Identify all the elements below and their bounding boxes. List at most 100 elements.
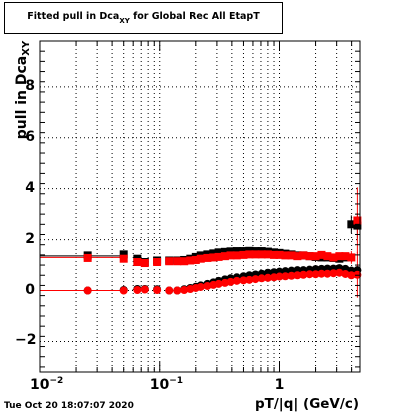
data-point-square xyxy=(232,247,241,256)
x-tick-label: 10−1 xyxy=(149,376,184,393)
data-point-square xyxy=(329,253,338,262)
guide-lines xyxy=(40,255,124,292)
data-point-square xyxy=(251,250,260,259)
data-point-square xyxy=(323,252,332,261)
data-point-square xyxy=(209,249,218,258)
data-point-circle xyxy=(245,275,254,284)
data-point-square xyxy=(293,252,302,261)
data-point-circle xyxy=(165,286,174,295)
data-point-circle xyxy=(153,286,162,295)
data-point-circle xyxy=(232,276,241,285)
chart-title-box: Fitted pull in DcaXY for Global Rec All … xyxy=(4,2,283,34)
data-point-square xyxy=(153,258,162,267)
data-point-circle xyxy=(257,274,266,283)
data-point-square xyxy=(196,254,205,263)
data-point-square xyxy=(214,248,223,257)
data-point-square xyxy=(335,252,344,261)
data-point-square xyxy=(287,251,296,260)
data-point-circle xyxy=(317,269,326,278)
data-point-circle xyxy=(251,275,260,284)
axis-ticks xyxy=(39,41,360,372)
data-point-square xyxy=(341,252,350,261)
data-point-circle xyxy=(299,270,308,279)
data-point-circle xyxy=(329,269,338,278)
chart-title-prefix: Fitted pull in Dca xyxy=(27,11,120,22)
data-markers xyxy=(83,216,362,295)
data-point-circle xyxy=(341,269,350,278)
data-point-circle xyxy=(203,281,212,290)
data-point-square xyxy=(263,250,272,259)
data-point-square xyxy=(83,253,92,262)
data-point-circle xyxy=(287,271,296,280)
chart-title-subscript: XY xyxy=(119,17,130,25)
data-point-circle xyxy=(263,273,272,282)
data-point-square xyxy=(226,251,235,260)
data-point-circle xyxy=(305,270,314,279)
data-point-square xyxy=(165,257,174,266)
data-point-square xyxy=(140,259,149,268)
grid-lines xyxy=(39,41,360,372)
data-point-square xyxy=(232,251,241,260)
data-point-square xyxy=(275,250,284,259)
data-point-square xyxy=(173,257,182,266)
data-point-circle xyxy=(335,268,344,277)
data-point-circle xyxy=(239,276,248,285)
data-point-square xyxy=(220,247,229,256)
data-point-square xyxy=(180,257,189,266)
data-point-square xyxy=(299,251,308,260)
data-point-square xyxy=(119,254,128,263)
y-tick-label: −2 xyxy=(15,332,37,349)
data-point-square xyxy=(214,252,223,261)
data-point-circle xyxy=(180,286,189,295)
x-axis-label: pT/|q| (GeV/c) xyxy=(255,396,359,412)
data-point-square xyxy=(191,255,200,264)
y-tick-label: 6 xyxy=(25,128,35,145)
data-point-square xyxy=(311,252,320,261)
y-axis-label-sub: XY xyxy=(21,40,32,56)
data-point-circle xyxy=(196,282,205,291)
data-point-square xyxy=(133,258,142,267)
data-point-square xyxy=(186,256,195,265)
y-axis-label-main: pull in Dca xyxy=(14,55,30,140)
data-point-circle xyxy=(140,285,149,294)
chart-title: Fitted pull in DcaXY for Global Rec All … xyxy=(5,11,282,25)
data-point-circle xyxy=(311,270,320,279)
plot-frame xyxy=(39,40,361,373)
data-point-square xyxy=(119,250,128,259)
x-tick-label: 1 xyxy=(274,377,285,393)
data-point-square xyxy=(257,250,266,259)
timestamp: Tue Oct 20 18:07:07 2020 xyxy=(4,401,134,411)
data-point-circle xyxy=(214,279,223,288)
data-point-circle xyxy=(293,271,302,280)
data-point-circle xyxy=(173,286,182,295)
data-point-square xyxy=(353,216,362,225)
data-point-circle xyxy=(275,272,284,281)
data-point-circle xyxy=(353,270,362,279)
data-point-circle xyxy=(83,286,92,295)
data-point-square xyxy=(220,252,229,261)
data-point-square xyxy=(317,250,326,259)
data-point-circle xyxy=(323,269,332,278)
data-point-square xyxy=(203,253,212,262)
data-point-square xyxy=(281,251,290,260)
data-point-circle xyxy=(119,286,128,295)
data-point-circle xyxy=(226,277,235,286)
y-tick-label: 4 xyxy=(25,179,35,196)
data-point-circle xyxy=(281,272,290,281)
y-tick-label: 2 xyxy=(25,230,35,247)
data-point-square xyxy=(270,250,279,259)
data-point-square xyxy=(239,250,248,259)
data-point-square xyxy=(245,250,254,259)
data-point-square xyxy=(347,220,356,229)
data-point-square xyxy=(347,253,356,262)
y-tick-label: 0 xyxy=(25,281,35,298)
chart-title-suffix: for Global Rec All EtapT xyxy=(129,11,260,22)
data-point-square xyxy=(305,252,314,261)
data-point-circle xyxy=(347,271,356,280)
y-tick-label: 8 xyxy=(25,77,35,94)
data-point-square xyxy=(209,253,218,262)
data-point-circle xyxy=(133,286,142,295)
data-point-square xyxy=(353,221,362,230)
x-tick-label: 10−2 xyxy=(30,376,64,393)
